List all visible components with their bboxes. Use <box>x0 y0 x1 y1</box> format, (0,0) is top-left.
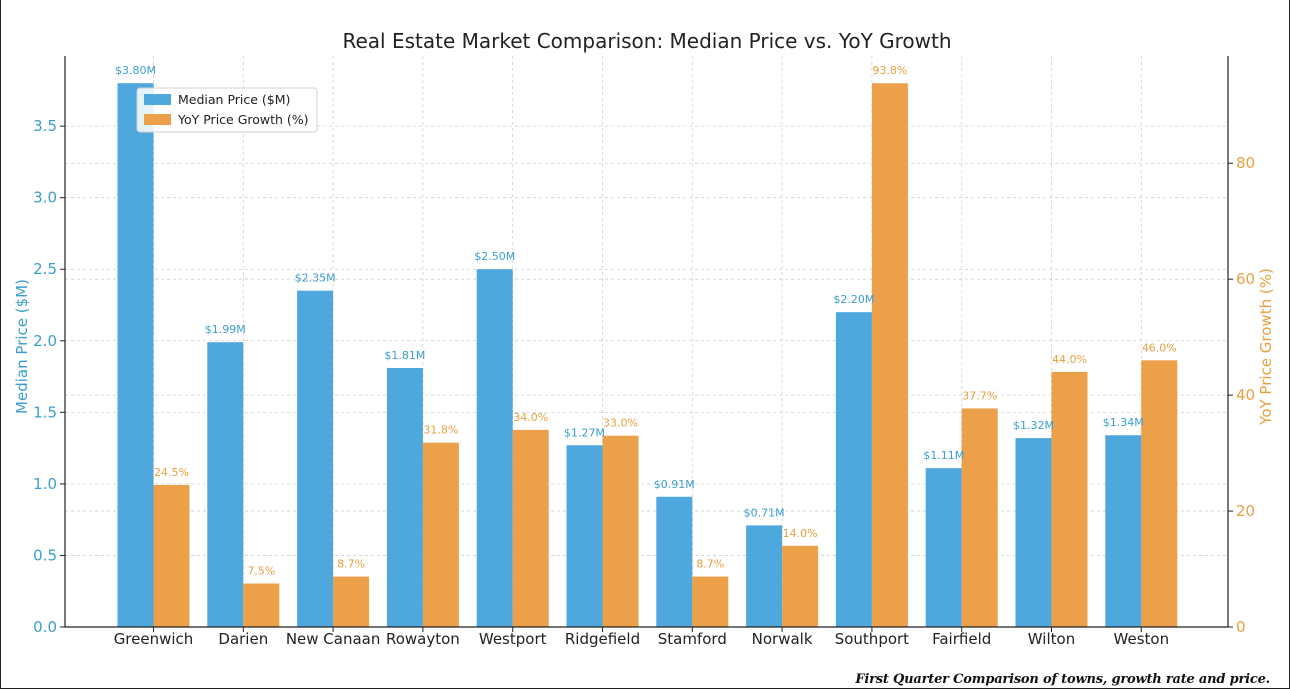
price-bar <box>476 269 513 627</box>
y-right-tick-label: 20 <box>1236 502 1255 520</box>
x-tick-label: Darien <box>218 630 268 648</box>
x-tick-label: Weston <box>1114 630 1170 648</box>
price-value-label: $2.50M <box>474 250 515 263</box>
x-tick-label: Ridgefield <box>565 630 640 648</box>
growth-bar <box>692 576 729 627</box>
growth-bar <box>333 576 370 627</box>
growth-bar <box>782 545 819 627</box>
price-bar <box>746 525 783 627</box>
price-bar <box>297 290 334 627</box>
price-bar <box>117 83 154 627</box>
y-right-tick-label: 80 <box>1236 154 1255 172</box>
price-bar <box>566 445 603 627</box>
x-tick-label: Westport <box>479 630 547 648</box>
figure-caption: First Quarter Comparison of towns, growt… <box>855 672 1270 687</box>
growth-value-label: 37.7% <box>962 389 997 402</box>
price-value-label: $3.80M <box>115 64 156 77</box>
growth-bar <box>243 583 280 627</box>
price-bar <box>835 312 872 627</box>
price-value-label: $1.32M <box>1013 419 1054 432</box>
y-left-tick-label: 1.5 <box>33 403 57 421</box>
growth-value-label: 33.0% <box>603 417 638 430</box>
y-left-tick-label: 3.5 <box>33 117 57 135</box>
y-right-axis-label: YoY Price Growth (%) <box>1257 268 1275 426</box>
growth-bar <box>512 429 549 627</box>
legend-box <box>136 87 318 133</box>
price-value-label: $1.11M <box>923 449 964 462</box>
growth-value-label: 24.5% <box>154 466 189 479</box>
y-right-tick-label: 0 <box>1236 618 1246 636</box>
y-left-axis-label: Median Price ($M) <box>13 279 31 414</box>
growth-value-label: 31.8% <box>423 424 458 437</box>
growth-bar <box>1141 360 1178 627</box>
growth-bar <box>1051 371 1088 627</box>
price-value-label: $0.71M <box>744 506 785 519</box>
legend-label-growth: YoY Price Growth (%) <box>177 112 309 127</box>
y-right-tick-label: 60 <box>1236 270 1255 288</box>
y-left-tick-label: 0.0 <box>33 618 57 636</box>
growth-value-label: 8.7% <box>696 558 724 571</box>
price-bar <box>207 342 244 627</box>
price-bar <box>1105 435 1142 627</box>
growth-bar <box>961 408 998 627</box>
x-tick-label: Wilton <box>1028 630 1075 648</box>
price-bar <box>656 496 693 627</box>
price-value-label: $1.99M <box>205 323 246 336</box>
price-value-label: $2.35M <box>295 272 336 285</box>
growth-value-label: 46.0% <box>1142 341 1177 354</box>
growth-value-label: 7.5% <box>247 565 275 578</box>
growth-bar <box>422 442 459 627</box>
legend-label-price: Median Price ($M) <box>178 92 290 107</box>
x-tick-label: Norwalk <box>752 630 813 648</box>
growth-value-label: 8.7% <box>337 558 365 571</box>
x-tick-label: Greenwich <box>114 630 194 648</box>
growth-value-label: 14.0% <box>783 527 818 540</box>
y-left-tick-label: 0.5 <box>33 546 57 564</box>
growth-value-label: 34.0% <box>513 411 548 424</box>
legend-swatch-growth <box>144 114 171 125</box>
y-left-tick-label: 2.5 <box>33 260 57 278</box>
y-left-tick-label: 3.0 <box>33 189 57 207</box>
price-value-label: $1.81M <box>384 349 425 362</box>
x-tick-label: New Canaan <box>286 630 381 648</box>
growth-value-label: 93.8% <box>872 64 907 77</box>
legend-swatch-price <box>144 94 171 105</box>
price-value-label: $1.27M <box>564 426 605 439</box>
price-value-label: $1.34M <box>1103 416 1144 429</box>
chart-title: Real Estate Market Comparison: Median Pr… <box>342 29 951 53</box>
price-bar <box>386 367 423 627</box>
x-tick-label: Fairfield <box>932 630 991 648</box>
price-bar <box>1015 438 1052 627</box>
growth-bar <box>153 484 190 627</box>
price-value-label: $0.91M <box>654 478 695 491</box>
y-right-tick-label: 40 <box>1236 386 1255 404</box>
x-tick-label: Rowayton <box>386 630 460 648</box>
x-tick-label: Southport <box>835 630 909 648</box>
y-left-tick-label: 1.0 <box>33 475 57 493</box>
price-value-label: $2.20M <box>833 293 874 306</box>
growth-value-label: 44.0% <box>1052 353 1087 366</box>
price-bar <box>925 468 962 627</box>
x-tick-label: Stamford <box>658 630 727 648</box>
growth-bar <box>602 435 639 627</box>
growth-bar <box>871 83 908 628</box>
y-left-tick-label: 2.0 <box>33 332 57 350</box>
